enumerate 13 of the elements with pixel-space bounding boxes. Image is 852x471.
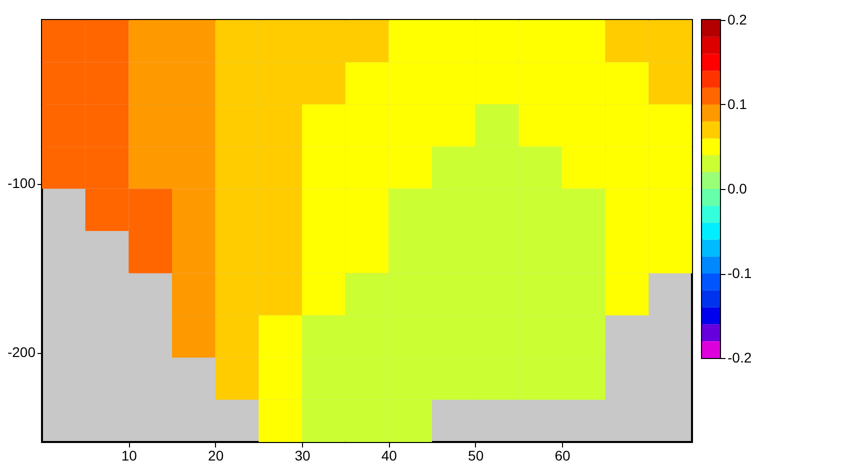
x-tick-label: 60: [554, 448, 570, 464]
y-tick-label: -100: [7, 175, 36, 192]
x-tick-label: 30: [294, 448, 310, 464]
color-bar-label: 0.2: [728, 12, 748, 28]
color-bar-label: -0.2: [728, 350, 752, 366]
color-bar-label: -0.1: [728, 265, 752, 281]
color-bar-label: 0.1: [728, 96, 748, 112]
x-tick-label: 10: [121, 448, 138, 464]
x-tick-label: 50: [468, 448, 484, 464]
x-tick-label: 40: [381, 448, 398, 464]
x-tick-label: 20: [208, 448, 224, 464]
y-tick-label: -200: [7, 344, 36, 360]
color-bar-label: 0.0: [728, 180, 748, 196]
